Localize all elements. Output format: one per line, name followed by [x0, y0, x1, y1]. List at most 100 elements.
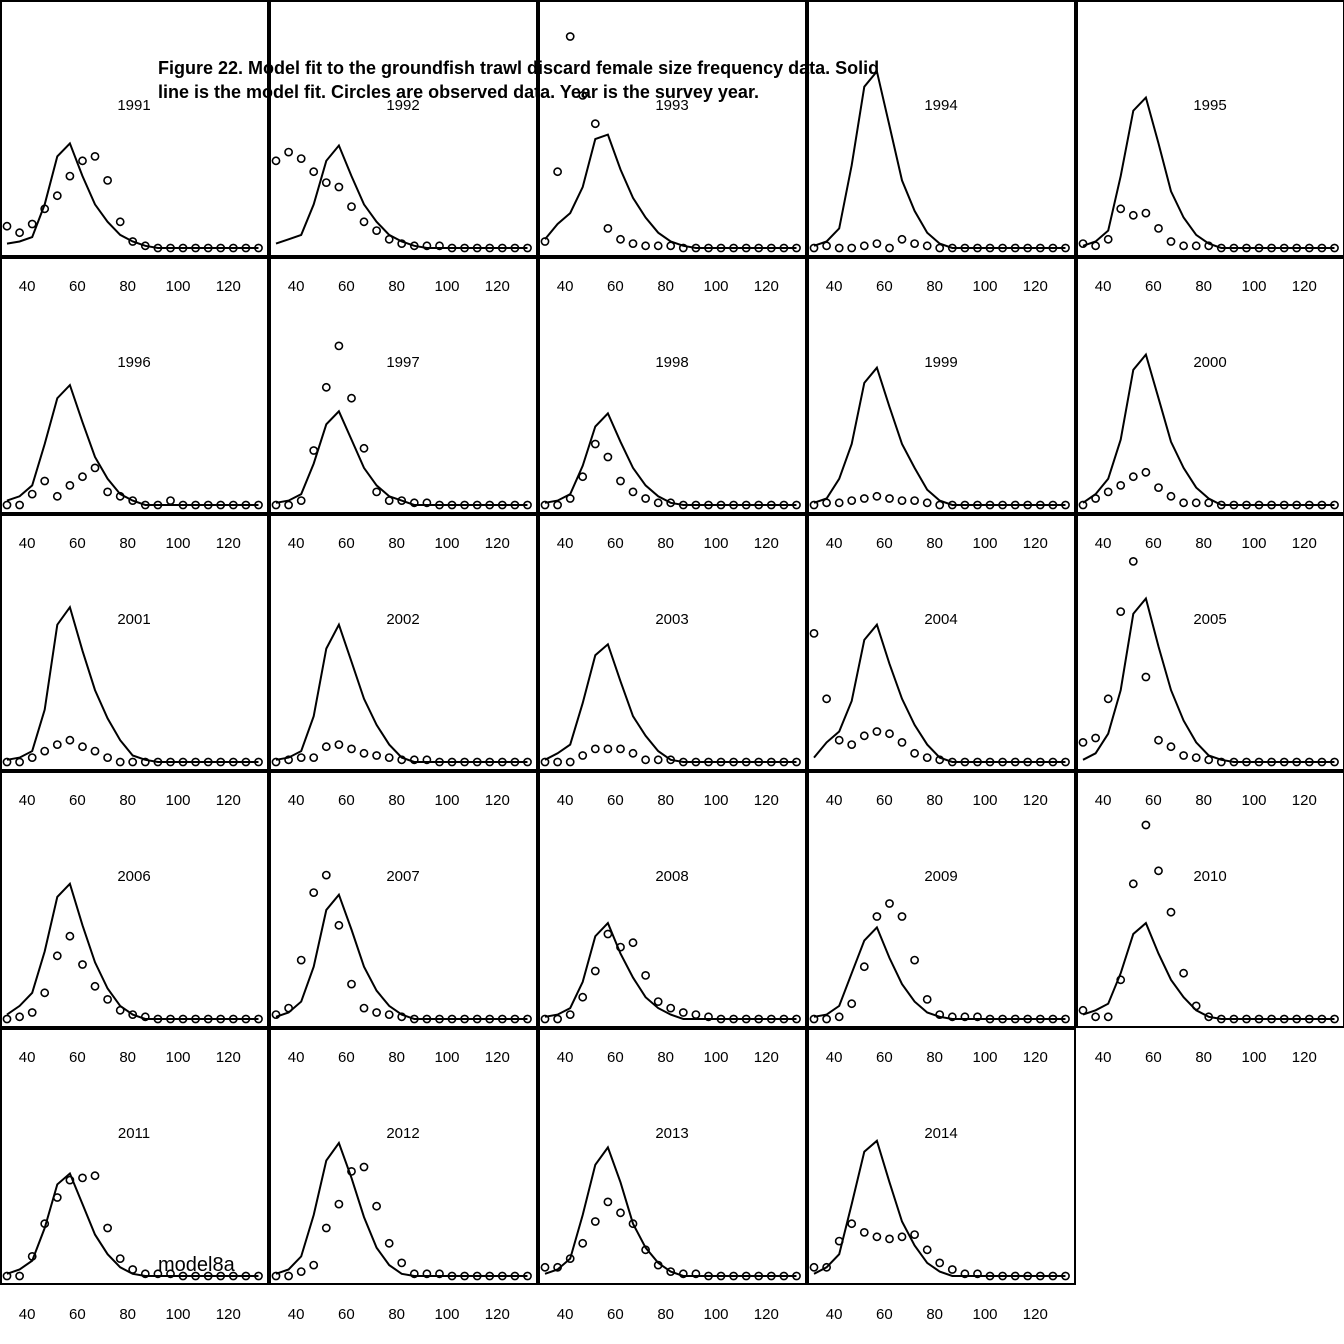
obs-point-2000-52 — [1128, 472, 1138, 482]
obs-point-2014-57 — [872, 1232, 882, 1242]
obs-point-1991-117 — [216, 243, 226, 253]
obs-point-2009-82 — [935, 1010, 945, 1019]
x-tick-label: 120 — [485, 278, 510, 295]
obs-point-2004-97 — [973, 757, 982, 767]
panel-2005: 2005 40 60 80 100 120 — [1076, 514, 1344, 809]
obs-point-2014-102 — [985, 1271, 995, 1281]
x-tick-label: 40 — [557, 1306, 574, 1323]
obs-point-1993-57 — [603, 223, 613, 233]
obs-point-2000-67 — [1166, 491, 1176, 501]
obs-point-1999-72 — [910, 496, 919, 505]
obs-point-2003-52 — [590, 744, 600, 754]
obs-point-1999-67 — [897, 496, 907, 505]
panel-2004: 2004 40 60 80 100 120 — [807, 514, 1076, 809]
obs-point-2006-42 — [27, 1008, 37, 1017]
panel-1995: 1995 40 60 80 100 120 — [1076, 0, 1344, 295]
obs-point-2002-87 — [409, 755, 419, 765]
obs-point-2003-62 — [616, 744, 625, 754]
obs-point-2005-122 — [1304, 757, 1314, 767]
obs-point-1993-97 — [704, 243, 713, 253]
obs-point-1992-87 — [409, 241, 419, 251]
obs-point-1991-92 — [153, 243, 163, 253]
obs-point-1992-72 — [372, 226, 381, 235]
obs-point-2003-82 — [666, 755, 676, 765]
x-tick-label: 60 — [876, 278, 893, 295]
obs-point-2002-97 — [435, 757, 444, 767]
obs-point-2010-42 — [1103, 1012, 1113, 1022]
obs-point-2001-117 — [216, 757, 226, 767]
obs-point-2005-132 — [1330, 757, 1339, 767]
x-tick-label: 100 — [165, 278, 190, 295]
obs-point-2009-47 — [847, 999, 857, 1009]
obs-point-2012-37 — [284, 1271, 293, 1281]
x-tick-label: 40 — [557, 792, 574, 809]
obs-point-2014-42 — [834, 1236, 844, 1246]
obs-point-2008-72 — [641, 970, 650, 980]
obs-point-2003-87 — [678, 757, 688, 767]
obs-point-1997-132 — [523, 500, 532, 510]
obs-point-2006-97 — [166, 1014, 175, 1024]
obs-point-2006-87 — [140, 1012, 150, 1022]
obs-point-1994-92 — [960, 243, 970, 253]
obs-point-2001-72 — [103, 753, 112, 762]
panel-1999: 1999 40 60 80 100 120 — [807, 257, 1076, 552]
obs-point-1995-37 — [1091, 241, 1100, 251]
obs-point-2002-52 — [321, 742, 331, 752]
x-tick-label: 100 — [1241, 278, 1266, 295]
panel-frame — [269, 0, 538, 257]
obs-point-2011-77 — [115, 1254, 125, 1263]
obs-point-2001-127 — [241, 757, 251, 767]
obs-point-1999-122 — [1035, 500, 1045, 510]
obs-point-2013-112 — [741, 1271, 751, 1281]
obs-point-2008-42 — [565, 1010, 575, 1019]
obs-point-2012-42 — [296, 1267, 306, 1276]
obs-point-2003-97 — [704, 757, 713, 767]
panel-1993: 1993 40 60 80 100 120 — [538, 0, 807, 295]
x-tick-label: 100 — [434, 278, 459, 295]
obs-point-1997-77 — [384, 496, 394, 505]
obs-point-2010-57 — [1141, 820, 1151, 830]
x-tick-label: 120 — [485, 1049, 510, 1066]
x-tick-label: 60 — [69, 278, 86, 295]
caption-line-2: line is the model fit. Circles are obser… — [158, 82, 759, 102]
obs-point-1993-72 — [641, 241, 650, 251]
obs-point-1996-92 — [153, 500, 163, 510]
obs-point-2009-117 — [1023, 1014, 1033, 1024]
x-tick-label: 60 — [607, 1306, 624, 1323]
x-tick-label: 120 — [1023, 1049, 1048, 1066]
obs-point-2012-112 — [472, 1271, 482, 1281]
obs-point-1993-37 — [553, 167, 562, 177]
fit-line-2002 — [275, 622, 528, 763]
panel-title: 1997 — [386, 354, 419, 371]
obs-point-1994-107 — [998, 243, 1007, 253]
x-tick-label: 120 — [1023, 1306, 1048, 1323]
panel-2011: 2011 40 60 80 100 120 — [0, 1028, 269, 1323]
obs-point-2014-107 — [998, 1271, 1007, 1281]
obs-point-1998-117 — [754, 500, 764, 510]
x-tick-label: 100 — [1241, 535, 1266, 552]
panel-title: 1998 — [655, 354, 688, 371]
obs-point-1991-72 — [103, 175, 112, 185]
obs-point-2003-107 — [729, 757, 738, 767]
x-tick-label: 100 — [703, 278, 728, 295]
obs-point-2007-87 — [409, 1014, 419, 1024]
x-tick-label: 40 — [826, 535, 843, 552]
obs-point-1998-42 — [565, 494, 575, 503]
x-tick-label: 60 — [876, 1306, 893, 1323]
x-tick-label: 100 — [703, 1306, 728, 1323]
obs-point-1992-112 — [472, 243, 482, 253]
obs-point-1995-107 — [1267, 243, 1276, 253]
x-tick-label: 80 — [119, 1306, 136, 1323]
obs-point-1997-57 — [334, 341, 344, 351]
obs-point-2014-132 — [1061, 1271, 1070, 1281]
obs-point-2005-37 — [1091, 733, 1100, 743]
obs-point-1992-37 — [284, 147, 293, 157]
obs-point-2004-92 — [960, 757, 970, 767]
obs-point-2008-47 — [578, 992, 588, 1002]
obs-point-2004-57 — [872, 727, 882, 736]
obs-point-2000-127 — [1317, 500, 1327, 510]
obs-point-2001-97 — [166, 757, 175, 767]
obs-point-1995-97 — [1242, 243, 1251, 253]
panel-2006: 2006 40 60 80 100 120 — [0, 771, 269, 1066]
obs-point-2013-97 — [704, 1271, 713, 1281]
